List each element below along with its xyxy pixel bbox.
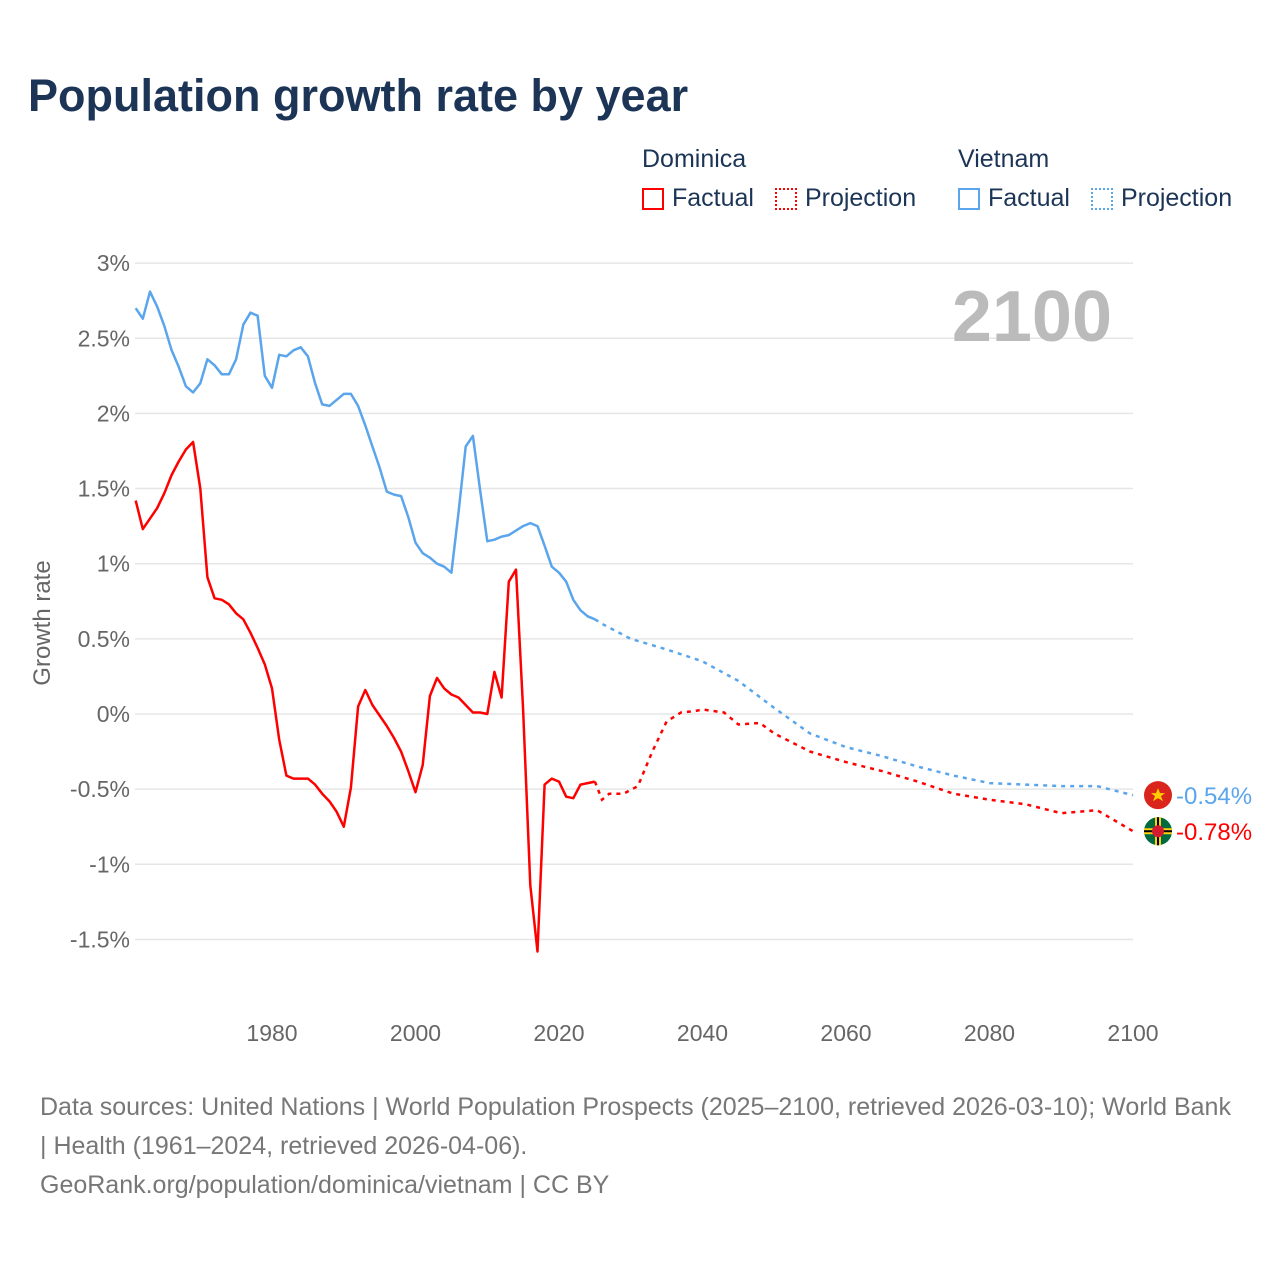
legend-vietnam-factual[interactable]: Factual — [958, 184, 1070, 213]
x-tick-label: 2060 — [820, 1020, 871, 1046]
legend-dominica-factual[interactable]: Factual — [642, 184, 754, 213]
source-link[interactable]: GeoRank.org/population/dominica/vietnam … — [40, 1171, 610, 1199]
legend-group-label: Dominica — [642, 145, 747, 173]
legend-group-label: Vietnam — [958, 145, 1050, 173]
vietnam-end-label: -0.54% — [1176, 783, 1252, 810]
x-tick-label: 2000 — [390, 1020, 441, 1046]
y-tick-label: 1% — [97, 551, 130, 577]
footer: Data sources: United Nations | World Pop… — [40, 1088, 1240, 1205]
dominica-flag-icon — [1144, 817, 1172, 846]
legend-vietnam-projection[interactable]: Projection — [1090, 184, 1233, 213]
vietnam-flag-icon — [1144, 781, 1172, 810]
dominica-end-label: -0.78% — [1176, 819, 1252, 846]
x-tick-label: 2020 — [533, 1020, 584, 1046]
data-sources: Data sources: United Nations | World Pop… — [40, 1093, 1231, 1160]
legend-label: Projection — [804, 184, 917, 212]
legend-label: Projection — [1120, 184, 1233, 212]
solid-swatch-icon — [958, 187, 980, 210]
y-tick-label: 0.5% — [78, 626, 130, 652]
legend-group-vietnam: Vietnam Factual Projection — [958, 145, 1246, 217]
dominica-projection-line — [593, 708, 1134, 833]
y-tick-label: -1.5% — [70, 926, 130, 952]
legend-label: Factual — [988, 184, 1070, 212]
red-disc — [1152, 825, 1164, 838]
y-tick-label: 2% — [97, 400, 130, 426]
dotted-swatch-icon — [774, 187, 797, 210]
y-tick-label: -1% — [89, 851, 130, 877]
y-tick-label: 1.5% — [78, 476, 130, 502]
legend-label: Factual — [672, 184, 754, 212]
y-tick-label: 0% — [97, 701, 130, 727]
legend-group-dominica: Dominica Factual Projection — [642, 145, 930, 217]
star-shape — [1151, 788, 1165, 802]
legend-dominica-projection[interactable]: Projection — [774, 184, 917, 213]
y-axis-label: Growth rate — [29, 560, 56, 685]
vietnam-projection-line — [594, 618, 1134, 797]
vietnam-factual-line — [134, 290, 596, 621]
y-tick-label: 2.5% — [78, 325, 130, 351]
dotted-swatch-icon — [1090, 187, 1113, 210]
x-tick-label: 1980 — [246, 1020, 297, 1046]
x-tick-label: 2080 — [964, 1020, 1015, 1046]
x-tick-label: 2100 — [1107, 1020, 1158, 1046]
y-tick-label: -0.5% — [70, 776, 130, 802]
y-tick-label: 3% — [97, 250, 130, 276]
solid-swatch-icon — [642, 187, 664, 210]
x-tick-label: 2040 — [677, 1020, 728, 1046]
page-title: Population growth rate by year — [28, 70, 689, 121]
dominica-factual-line — [134, 440, 596, 953]
year-watermark: 2100 — [952, 277, 1112, 357]
